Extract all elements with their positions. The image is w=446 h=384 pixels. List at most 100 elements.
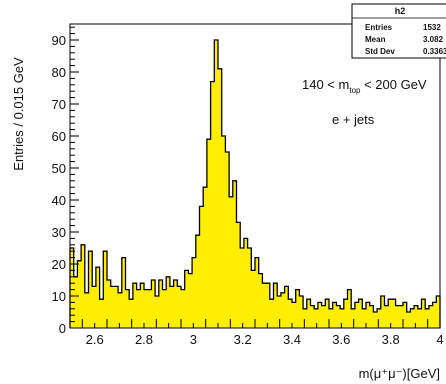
histogram-bin [84,292,89,328]
mass-window-annotation: 140 < mtop < 200 GeV [302,77,427,95]
histogram-bin [77,260,82,328]
histogram-bin [354,302,359,328]
histogram-bin [332,302,337,328]
histogram-bin [269,299,274,328]
histogram-bin [129,299,134,328]
y-tick-label: 0 [59,321,66,336]
y-tick-label: 40 [52,193,66,208]
histogram-bin [232,180,237,328]
histogram-bin [151,280,156,328]
histogram-bin [306,299,311,328]
histogram-bin [321,305,326,328]
histogram-bin [144,289,148,328]
histogram-bin [303,308,308,328]
x-tick-label: 3.4 [283,332,301,347]
histogram-bin [169,286,174,328]
histogram-bin [92,286,97,328]
histogram-bin [292,302,296,328]
x-tick-label: 3 [190,332,197,347]
x-tick-label: 2.8 [135,332,153,347]
histogram-bin [210,81,215,328]
y-axis-title: Entries / 0.015 GeV [11,57,26,171]
histogram-bin [325,299,330,328]
y-tick-label: 50 [52,161,66,176]
mass-window-prefix: 140 < m [302,77,349,92]
histogram-bin [310,305,315,328]
histogram-bin [258,273,263,328]
histogram-bin [262,283,267,328]
histogram-bin [103,251,108,328]
histogram-bin [395,305,400,328]
histogram-bars [70,40,441,329]
histogram-bin [340,308,345,328]
histogram-bin [255,257,259,328]
histogram-bin [206,139,211,328]
y-tick-label: 30 [52,225,66,240]
histogram-bin [277,296,282,328]
histogram-bin [240,248,245,328]
stats-box-frame [351,3,446,59]
histogram-bin [88,251,93,328]
stats-stddev-value: 0.3363 [423,47,446,56]
histogram-bin [132,283,137,328]
x-tick-label: 3.6 [332,332,350,347]
histogram-bin [147,289,152,328]
histogram-bin [121,257,126,328]
y-tick-label: 90 [52,33,66,48]
histogram-bin [417,308,422,328]
mass-window-subscript: top [349,86,361,95]
stats-box: h2 Entries 1532 Mean 3.082 Std Dev 0.336… [351,3,446,59]
histogram-bin [362,308,367,328]
histogram-bin [195,235,200,328]
histogram-bin [162,289,167,328]
histogram-bin [214,40,219,328]
x-axis-ticks: 2.6 2.8 3 3.2 3.4 3.6 3.8 4 [69,319,444,347]
histogram-bin [221,136,226,328]
histogram-bin [373,312,378,328]
histogram-bin [251,270,256,328]
histogram-bin [166,276,171,328]
histogram-bin [203,187,208,328]
y-tick-label: 20 [52,257,66,272]
histogram-bin [403,302,407,328]
histogram-bin [317,302,322,328]
histogram-bin [218,68,222,329]
histogram-step-line [69,39,441,328]
stats-mean-label: Mean [365,35,386,44]
y-tick-label: 70 [52,97,66,112]
histogram-bin [329,308,333,328]
histogram-bin [388,299,393,328]
histogram-bin [107,280,111,328]
histogram-bin [199,206,204,328]
histogram-bin [81,244,86,328]
histogram-bin [273,283,278,328]
histogram-bin [236,222,241,328]
y-axis-ticks: 0 10 20 30 40 50 60 70 80 90 [52,26,79,336]
histogram-bin [158,280,163,328]
histogram-bin [247,248,252,328]
y-tick-label: 10 [52,289,66,304]
histogram-bin [421,299,426,328]
histogram-bin [173,280,178,328]
histogram-bin [280,292,285,328]
histogram-bin [192,257,197,328]
histogram-bin [155,296,160,328]
histogram-bin [347,289,352,328]
histogram-bin [110,286,115,328]
x-tick-label: 2.6 [86,332,104,347]
channel-annotation: e + jets [332,112,375,127]
histogram-bin [414,305,419,328]
x-tick-label: 3.2 [234,332,252,347]
histogram-bin [391,299,396,328]
histogram-bin [125,289,130,328]
histogram-outline [69,39,441,328]
histogram-bin [351,308,356,328]
stats-entries-value: 1532 [423,23,441,32]
histogram-bin [95,267,100,328]
histogram-bin [118,292,123,328]
histogram-bin [377,308,382,328]
histogram-bin [266,283,271,328]
histogram-bin [177,286,182,328]
histogram-bin [314,308,319,328]
